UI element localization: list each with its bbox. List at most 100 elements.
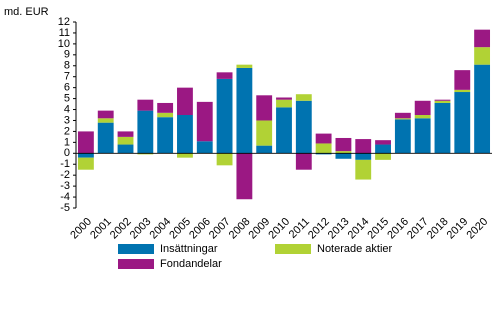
legend-label: Insättningar [160,243,218,255]
bar-segment [295,153,312,170]
y-tick-label: 3 [64,114,70,126]
x-tick-label: 2011 [287,216,312,241]
bar-segment [256,95,273,121]
bar-segment [276,107,292,154]
bar-segment [315,153,332,155]
bar-segment [196,101,213,142]
bar-segment [414,115,431,119]
y-tick-label: 5 [64,92,70,104]
y-tick-label: 12 [58,16,70,28]
x-tick-label: 2017 [405,216,431,242]
bar-segment [335,137,352,152]
y-tick-label: 2 [64,125,70,137]
bar-segment [157,102,174,113]
bar-segment [454,92,471,154]
bar-segment [434,102,451,154]
legend-swatch [118,244,154,254]
x-tick-label: 2001 [88,216,114,242]
bar-segment [375,144,391,154]
bar-segment [394,119,411,154]
bar-segment [177,87,193,115]
x-tick-label: 2013 [326,216,352,242]
x-tick-label: 2015 [365,216,391,242]
bar-segment [355,153,372,160]
bar-segment [137,110,154,154]
bar-segment [335,153,352,159]
bar-segment [177,153,193,158]
bar-segment [236,64,253,68]
x-tick-label: 2020 [464,216,490,242]
legend-swatch [118,259,154,269]
bar-segment [77,153,94,158]
bar-segment [77,131,94,154]
bar-segment [276,99,292,108]
y-tick-label: -3 [60,180,70,192]
x-tick-label: 2006 [187,216,213,242]
x-tick-label: 2010 [266,216,292,242]
bar-segment [355,139,372,154]
y-tick-label: 10 [58,38,70,50]
x-tick-label: 2012 [306,216,332,242]
x-tick-label: 2007 [207,216,233,242]
x-tick-label: 2000 [68,216,94,242]
legend-label: Noterade aktier [317,243,393,255]
x-tick-label: 2005 [167,216,193,242]
x-tick-label: 2009 [247,216,273,242]
bar-segment [97,110,114,119]
bar-segment [276,97,292,100]
y-tick-label: 1 [64,136,70,148]
legend-label: Fondandelar [160,258,222,270]
y-tick-label: 6 [64,82,70,94]
bar-segment [216,153,233,166]
bar-segment [117,136,134,145]
x-tick-label: 2008 [227,216,253,242]
y-tick-label: -1 [60,158,70,170]
y-tick-label: 8 [64,60,70,72]
x-tick-label: 2014 [346,216,372,242]
bar-segment [77,157,94,170]
bar-segment [414,100,431,115]
y-tick-label: -2 [60,169,70,181]
x-tick-label: 2002 [108,216,134,242]
bar-segment [295,94,312,101]
y-tick-label: 7 [64,71,70,83]
y-tick-label: 0 [64,147,70,159]
bar-segment [117,144,134,154]
bar-segment [375,140,391,145]
y-tick-label: 4 [64,103,70,115]
bar-segment [474,47,491,65]
bar-segment [97,118,114,123]
y-axis-label: md. EUR [4,6,49,18]
bar-segment [454,70,471,90]
bar-segment [295,100,312,154]
bar-segment [434,99,451,101]
bar-segment [97,122,114,154]
y-tick-label: -5 [60,202,70,214]
bar-segment [434,100,451,103]
bar-segment [474,29,491,48]
x-tick-label: 2003 [128,216,154,242]
bar-segment [414,118,431,154]
bar-segment [256,120,273,146]
bar-segment [375,153,391,160]
bar-segment [117,131,134,137]
bar-segment [216,72,233,79]
x-tick-label: 2016 [385,216,411,242]
bar-segment [157,112,174,118]
x-tick-label: 2004 [148,216,174,242]
y-tick-label: 11 [59,27,70,39]
bar-segment [157,117,174,154]
bar-segment [355,159,372,180]
bar-segment [177,115,193,154]
bar-segment [335,151,352,154]
bar-segment [196,141,213,154]
x-tick-label: 2019 [445,216,471,242]
bar-segment [137,153,154,155]
bar-segment [315,143,332,154]
bar-segment [236,67,253,154]
bar-segment [394,118,411,120]
legend-swatch [275,244,311,254]
y-tick-label: -4 [60,191,70,203]
bar-segment [236,153,253,200]
